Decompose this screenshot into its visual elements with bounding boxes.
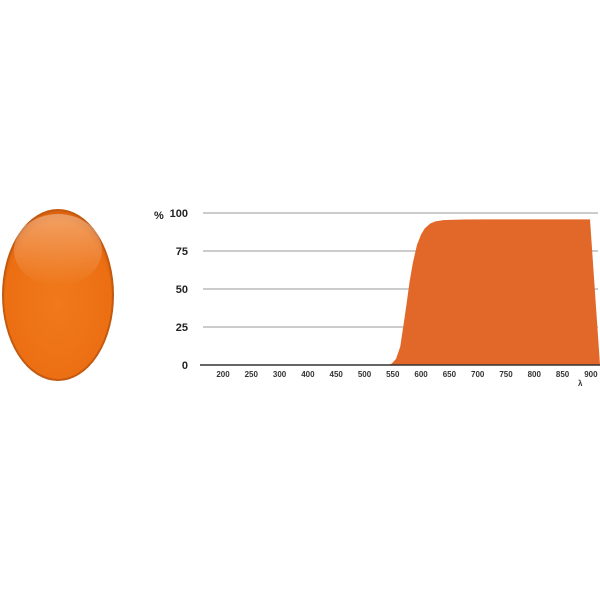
x-tick-label: 650: [443, 370, 457, 379]
transmission-area: [223, 219, 600, 365]
y-tick-label: 50: [176, 284, 188, 296]
y-tick-label: 100: [170, 208, 188, 220]
x-tick-label: 300: [273, 370, 287, 379]
x-tick-label: 900: [584, 370, 598, 379]
x-tick-label: 500: [358, 370, 372, 379]
x-tick-label: 400: [301, 370, 315, 379]
x-tick-label: 850: [556, 370, 570, 379]
swatch-highlight: [14, 214, 102, 286]
x-tick-label: 550: [386, 370, 400, 379]
filter-swatch: [2, 209, 114, 381]
y-axis-label: %: [154, 210, 164, 222]
x-tick-label: 250: [245, 370, 259, 379]
x-tick-label: 750: [499, 370, 513, 379]
x-tick-label: 450: [330, 370, 344, 379]
x-axis-label: λ: [578, 379, 583, 388]
y-tick-label: 0: [182, 360, 188, 372]
x-tick-label: 200: [216, 370, 230, 379]
y-tick-labels: 0 25 50 75 100: [170, 208, 188, 372]
x-tick-label: 800: [528, 370, 542, 379]
y-tick-label: 75: [176, 246, 188, 258]
x-tick-label: 700: [471, 370, 485, 379]
x-tick-label: 600: [414, 370, 428, 379]
y-tick-label: 25: [176, 322, 188, 334]
x-tick-labels: 200 250 300 400 450 500 550 600 650 700 750 800 850 9…: [216, 370, 598, 379]
